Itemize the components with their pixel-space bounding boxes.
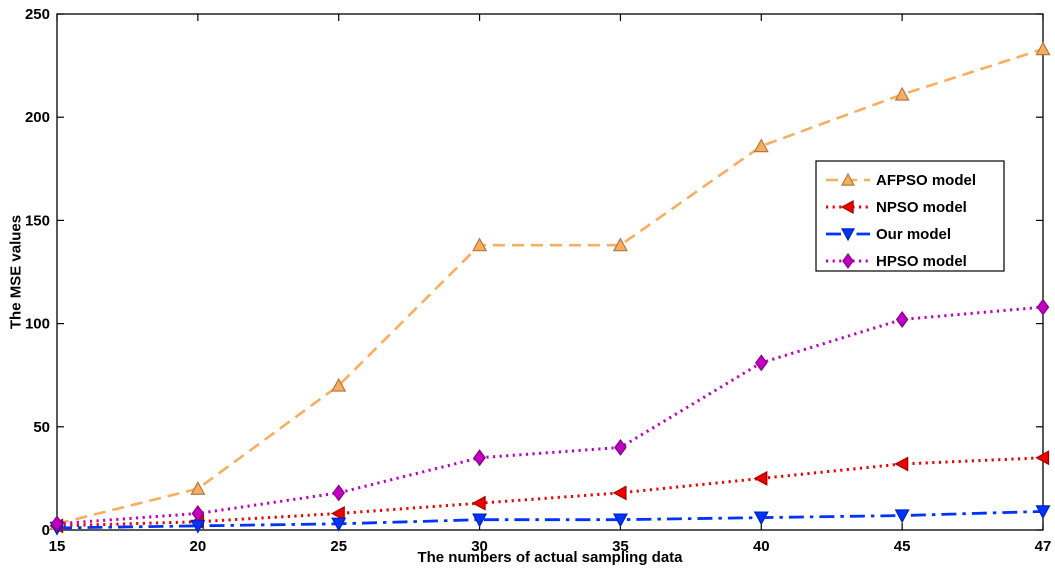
diamond-marker (332, 484, 345, 502)
y-tick-label: 50 (33, 419, 50, 436)
y-axis-label: The MSE values (7, 214, 25, 330)
legend-label: HPSO model (876, 253, 967, 270)
diamond-marker (1036, 298, 1050, 316)
y-tick-label: 200 (25, 109, 50, 126)
series-line (56, 305, 1044, 526)
x-tick-label: 40 (753, 538, 770, 555)
triangle-up-marker (331, 377, 347, 392)
triangle-up-marker (1035, 41, 1051, 56)
triangle-up-marker (472, 237, 488, 252)
diamond-marker (614, 438, 627, 456)
triangle-up-marker (894, 86, 910, 101)
triangle-left-marker (471, 495, 486, 511)
x-tick-label: 20 (190, 538, 207, 555)
y-tick-label: 0 (42, 522, 50, 539)
diamond-marker (473, 449, 486, 467)
y-tick-label: 250 (25, 6, 50, 23)
x-axis-label: The numbers of actual sampling data (417, 549, 683, 566)
triangle-left-marker (330, 505, 345, 521)
legend-label: AFPSO model (876, 172, 976, 189)
legend-triangle-left-marker (840, 199, 854, 215)
triangle-left-marker (894, 456, 909, 472)
legend-triangle-up-marker (840, 172, 856, 186)
series-afpso-model (49, 41, 1051, 530)
x-tick-label: 45 (894, 538, 911, 555)
x-tick-label: 35 (612, 538, 629, 555)
x-tick-label: 47 (1035, 538, 1052, 555)
legend-diamond-marker (842, 253, 854, 269)
triangle-down-marker (753, 511, 769, 526)
legend-label: NPSO model (876, 199, 967, 216)
series-line (56, 47, 1044, 526)
triangle-up-marker (753, 138, 769, 153)
series-hpso-model (50, 298, 1050, 533)
diamond-marker (50, 515, 64, 533)
x-tick-label: 30 (471, 538, 488, 555)
x-tick-label: 15 (49, 538, 66, 555)
diamond-marker (755, 354, 768, 372)
y-tick-label: 100 (25, 316, 50, 333)
triangle-down-marker (612, 513, 628, 528)
series-line (56, 510, 1044, 530)
triangle-down-marker (1035, 505, 1051, 520)
diamond-marker (191, 505, 205, 522)
triangle-down-marker (472, 513, 488, 528)
triangle-left-marker (612, 485, 627, 501)
legend-label: Our model (876, 226, 951, 243)
diamond-marker (895, 310, 909, 328)
triangle-left-marker (1035, 450, 1050, 466)
axes-box (56, 13, 1044, 531)
legend: AFPSO model NPSO model Our model HPSO model (815, 160, 1005, 272)
triangle-down-marker (331, 517, 347, 532)
triangle-up-marker (190, 480, 206, 495)
triangle-down-marker (894, 509, 910, 524)
triangle-up-marker (612, 237, 628, 252)
x-tick-label: 25 (330, 538, 347, 555)
legend-triangle-down-marker (840, 228, 856, 242)
triangle-left-marker (753, 470, 768, 486)
y-tick-label: 150 (25, 212, 50, 229)
